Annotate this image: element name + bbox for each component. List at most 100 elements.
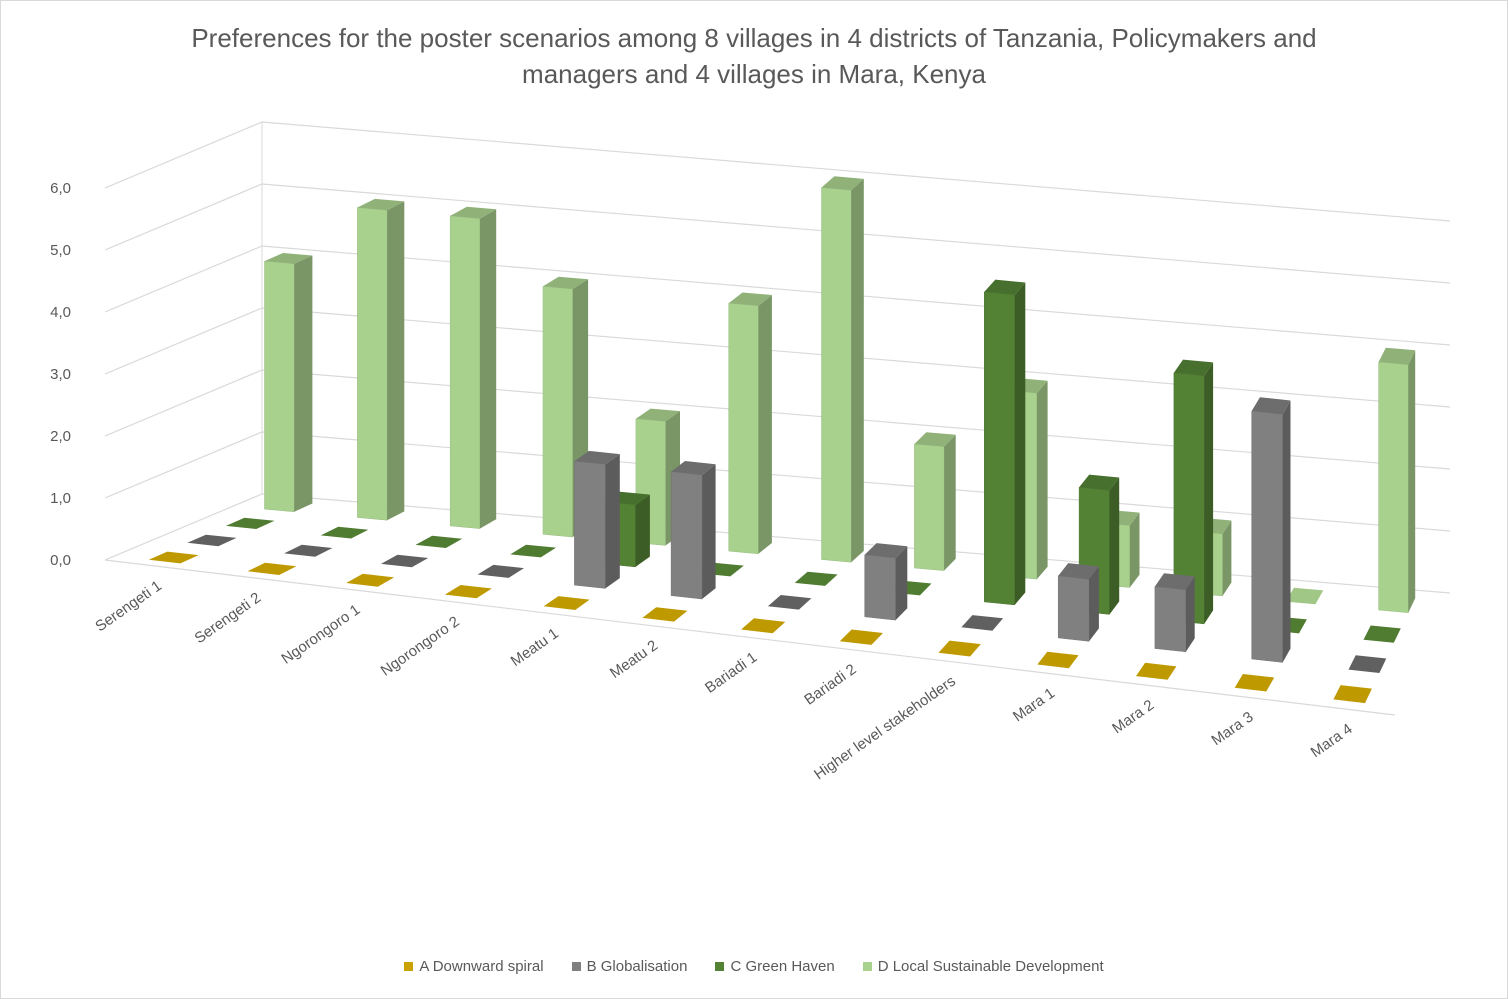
x-tick-label: Ngorongoro 2	[378, 613, 463, 680]
bar-zero	[225, 517, 275, 529]
bar-zero	[938, 640, 981, 657]
bar-side	[1036, 380, 1048, 580]
bar-front	[449, 215, 481, 529]
bar-1-11	[1136, 662, 1177, 680]
x-tick-label: Meatu 2	[607, 637, 661, 682]
x-tick-label: Bariadi 2	[801, 661, 859, 709]
bar-top	[671, 461, 716, 475]
bar-front	[984, 291, 1015, 606]
bar-front	[357, 207, 388, 521]
bar-2-9	[961, 615, 1004, 631]
bar-side	[758, 295, 772, 554]
bar-side	[1185, 576, 1195, 652]
bar-top	[1251, 397, 1291, 415]
y-tick-label: 0,0	[50, 552, 71, 569]
bar-zero	[477, 564, 524, 578]
bar-top	[450, 206, 497, 219]
bar-zero	[961, 615, 1004, 631]
y-axis-ticks: 0,0 1,0 2,0 3,0 4,0 5,0 6,0	[50, 180, 71, 569]
bar-top	[728, 292, 772, 306]
chart-legend: A Downward spiral B Globalisation C Green …	[0, 958, 1508, 975]
bar-1-5	[543, 596, 590, 610]
bar-zero	[642, 607, 688, 622]
bar-top	[984, 279, 1026, 295]
bar-zero	[543, 596, 590, 610]
bar-front	[1154, 586, 1187, 653]
bar-front	[821, 187, 852, 563]
bar-1-3	[346, 573, 395, 587]
chart-title-line-2: managers and 4 villages in Mara, Kenya	[522, 59, 986, 89]
chart-title-line-1: Preferences for the poster scenarios amo…	[191, 23, 1317, 53]
bar-front	[670, 471, 703, 600]
bar-front	[1378, 361, 1409, 613]
bar-front	[542, 286, 573, 538]
y-tick-label: 4,0	[50, 304, 71, 321]
bar-side	[1282, 400, 1291, 663]
bar-front	[914, 443, 945, 571]
bar-3-11	[1173, 359, 1214, 625]
bar-top	[1378, 347, 1416, 365]
bar-1-9	[938, 640, 981, 657]
bar-top	[635, 408, 680, 422]
bar-1-12	[1234, 674, 1275, 692]
bar-side	[1129, 512, 1140, 588]
bar-4-3	[449, 206, 497, 529]
bar-front	[728, 302, 759, 555]
legend-swatch	[715, 962, 725, 971]
bar-side	[1204, 362, 1214, 624]
bar-front	[574, 460, 606, 589]
x-tick-label: Ngorongoro 1	[278, 601, 363, 668]
bar-1-1	[148, 551, 199, 564]
bar-4-8	[914, 432, 956, 571]
bar-1-6	[642, 607, 688, 622]
legend-item: C Green Haven	[715, 958, 835, 975]
legend-item: B Globalisation	[571, 958, 687, 975]
bar-3-2	[320, 526, 369, 539]
bar-1-4	[444, 585, 492, 599]
bar-zero	[1037, 651, 1079, 669]
bar-side	[1222, 520, 1232, 596]
bar-2-10	[1057, 563, 1099, 642]
x-tick-label: Mara 3	[1208, 708, 1256, 749]
bar-zero	[148, 551, 199, 564]
bar-front	[864, 554, 896, 621]
floor-front-edge	[104, 559, 1396, 716]
legend-swatch	[862, 962, 872, 971]
bar-1-8	[839, 629, 883, 645]
bar-2-3	[380, 554, 429, 568]
bar-zero	[794, 571, 838, 586]
x-tick-label: Mara 2	[1109, 697, 1157, 738]
bar-side	[895, 546, 908, 621]
bar-zero	[346, 573, 395, 587]
gridline	[104, 493, 1451, 594]
bar-3-7	[794, 571, 838, 586]
bar-side	[702, 464, 716, 599]
legend-label: A Downward spiral	[419, 958, 544, 975]
bar-4-1	[264, 253, 313, 513]
x-tick-label: Serengeti 2	[192, 589, 265, 647]
y-tick-label: 5,0	[50, 242, 71, 259]
bar-1-7	[741, 618, 786, 634]
bar-top	[543, 276, 589, 289]
bar-2-5	[574, 450, 620, 589]
x-tick-label: Mara 1	[1010, 685, 1058, 726]
legend-label: D Local Sustainable Development	[877, 958, 1104, 975]
bar-top	[821, 176, 864, 191]
bar-2-6	[670, 461, 716, 600]
bar-front	[1251, 410, 1283, 663]
bar-side	[605, 454, 620, 589]
y-tick-label: 6,0	[50, 180, 71, 197]
bar-side	[851, 178, 864, 563]
bar-3-3	[415, 535, 463, 548]
bar-side	[387, 201, 405, 521]
legend-swatch	[404, 962, 414, 971]
y-tick-label: 1,0	[50, 490, 71, 507]
bar-zero	[510, 544, 557, 558]
bar-side	[294, 255, 313, 512]
gridline	[104, 121, 1451, 222]
bars	[148, 176, 1416, 704]
bar-zero	[839, 629, 883, 645]
bar-4-13	[1378, 347, 1416, 613]
bar-zero	[247, 562, 297, 575]
